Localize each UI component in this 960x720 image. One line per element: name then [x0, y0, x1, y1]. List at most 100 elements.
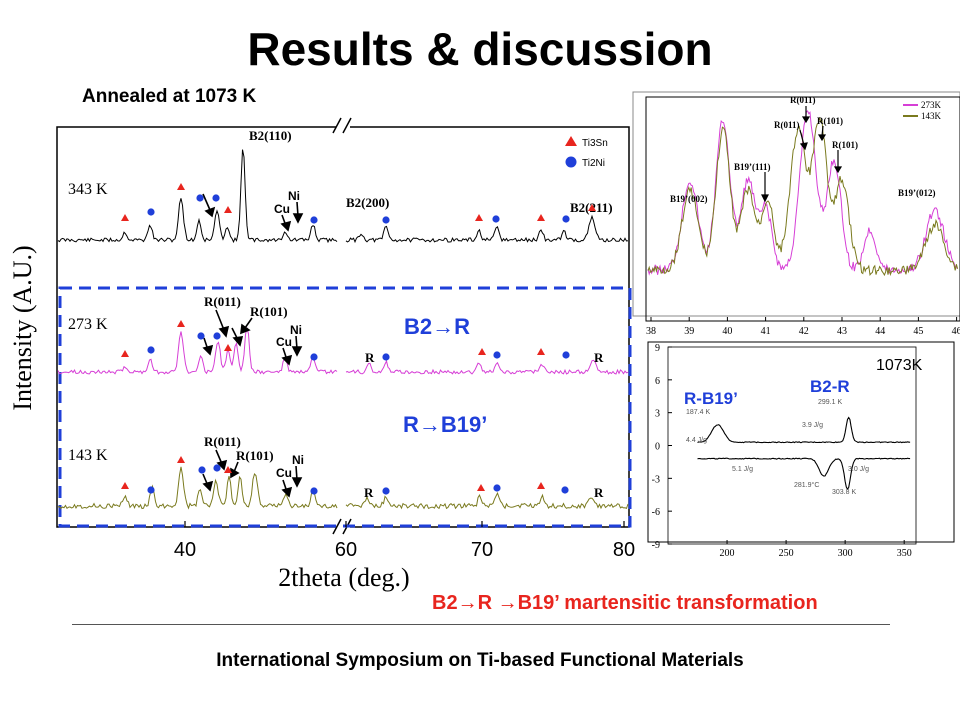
ti2ni-marker: [382, 216, 390, 224]
ti2ni-marker: [213, 332, 221, 340]
peak-b2-200: B2(200): [346, 195, 389, 210]
ti2ni-marker: [147, 346, 155, 354]
dsc-ann-39jg: 3.9 J/g: [802, 422, 823, 429]
ti3sn-marker: [121, 482, 129, 489]
ti3sn-marker: [478, 348, 486, 355]
inset-peak-r101: R(101): [832, 140, 858, 150]
xrd-frame: [56, 126, 630, 528]
ti2ni-marker: [382, 487, 390, 495]
annotation-b2-r: B2→R: [404, 314, 470, 339]
inset-legend-273k: 273K: [921, 100, 942, 110]
inset-xtick: 46: [952, 326, 960, 337]
xrd-xlabel: 2theta (deg.): [278, 563, 409, 592]
phase-markers: [121, 183, 596, 495]
ti3sn-marker: [177, 456, 185, 463]
ti3sn-triangle-icon: [565, 136, 577, 146]
inset-legend-143k: 143K: [921, 111, 942, 121]
peak-r011-143: R(011): [204, 434, 241, 449]
dsc-ann-30jg: 3.0 J/g: [848, 466, 869, 473]
peak-r1-273: R: [365, 350, 375, 365]
peak-ni-343: Ni: [288, 189, 300, 203]
dsc-label-r-b19: R-B19’: [684, 389, 738, 408]
peak-r1-143: R: [364, 485, 374, 500]
dsc-ann-44jg: 4.4 J/g: [686, 437, 707, 444]
footer-text: International Symposium on Ti-based Func…: [216, 650, 744, 671]
ti2ni-marker: [198, 466, 206, 474]
dsc-heating-curve: [697, 416, 911, 444]
xrd-xtick-70: 70: [471, 539, 493, 561]
ti3sn-marker: [121, 214, 129, 221]
peak-ni-143: Ni: [292, 453, 304, 467]
inset-peak-r011: R(011): [774, 120, 800, 130]
annotation-r-b19: R→B19’: [403, 412, 487, 437]
inset-xtick: 45: [913, 326, 923, 337]
peak-cu-273: Cu: [276, 335, 292, 349]
ti2ni-marker: [562, 351, 570, 359]
inset-xtick: 44: [875, 326, 885, 337]
xrd-xtick-60: 60: [335, 539, 357, 561]
ti3sn-marker: [588, 204, 596, 211]
page-title: Results & discussion: [247, 23, 713, 75]
dsc-ytick: -9: [652, 540, 660, 551]
xrd-ylabel: Intensity (A.U.): [8, 245, 37, 410]
trace-343k: [57, 149, 629, 244]
ti2ni-marker: [197, 332, 205, 340]
dsc-title: 1073K: [876, 357, 923, 374]
dsc-ann-1874k: 187.4 K: [686, 409, 710, 416]
ti2ni-marker: [382, 353, 390, 361]
inset-xtick: 38: [646, 326, 656, 337]
inset-peak-b19-111: B19’(111): [734, 162, 771, 172]
dsc-ytick: 3: [655, 409, 660, 420]
peak-r2-143: R: [594, 485, 604, 500]
dsc-xtick: 200: [720, 548, 735, 559]
inset-peak-r101-top: R(101): [817, 116, 843, 126]
ti2ni-marker: [493, 351, 501, 359]
peak-ni-273: Ni: [290, 323, 302, 337]
ti2ni-marker: [310, 216, 318, 224]
legend-ti3sn: Ti3Sn: [582, 138, 608, 149]
trace-273k: [57, 327, 629, 375]
inset-peak-b19-002: B19’(002): [670, 194, 708, 204]
ti2ni-marker: [147, 486, 155, 494]
inset-xtick: 42: [799, 326, 809, 337]
ti3sn-marker: [224, 344, 232, 351]
ti3sn-marker: [177, 320, 185, 327]
ti3sn-marker: [537, 482, 545, 489]
ti2ni-circle-icon: [565, 156, 577, 168]
series-label-273k: 273 K: [68, 316, 108, 333]
ti3sn-marker: [475, 214, 483, 221]
ti2ni-marker: [561, 486, 569, 494]
ti3sn-marker: [121, 350, 129, 357]
trace-143k: [57, 466, 629, 510]
legend-ti2ni: Ti2Ni: [582, 158, 605, 169]
xrd-xtick-80: 80: [613, 539, 635, 561]
dsc-label-b2-r: B2-R: [810, 377, 850, 396]
inset-x-ticks: 38 39 40 41 42 43 44 45 46: [646, 317, 960, 337]
peak-cu-143: Cu: [276, 466, 292, 480]
peak-r2-273: R: [594, 350, 604, 365]
ti3sn-marker: [177, 183, 185, 190]
ti2ni-marker: [310, 487, 318, 495]
dsc-ann-3038k: 303.8 K: [832, 489, 856, 496]
peak-r101-143: R(101): [236, 448, 274, 463]
ti2ni-marker: [196, 194, 204, 202]
ti2ni-marker: [493, 484, 501, 492]
ti2ni-marker: [212, 194, 220, 202]
series-label-143k: 143 K: [68, 447, 108, 464]
series-label-343k: 343 K: [68, 181, 108, 198]
dsc-ann-51jg: 5.1 J/g: [732, 466, 753, 473]
dsc-ticks: 9 6 3 0 -3 -6 -9 200 250 300 350: [652, 343, 912, 559]
dashed-highlight-box: [58, 286, 632, 528]
dsc-ytick: -3: [652, 474, 660, 485]
inset-xtick: 41: [761, 326, 771, 337]
inset-peak-b19-012: B19’(012): [898, 188, 936, 198]
annealed-label: Annealed at 1073 K: [82, 86, 257, 107]
ti3sn-marker: [477, 484, 485, 491]
peak-r011-273: R(011): [204, 294, 241, 309]
peak-cu-343: Cu: [274, 202, 290, 216]
inset-frame: [632, 91, 960, 317]
ti3sn-marker: [224, 466, 232, 473]
inset-peak-r011-top: R(011): [790, 95, 816, 105]
dsc-xtick: 350: [897, 548, 912, 559]
